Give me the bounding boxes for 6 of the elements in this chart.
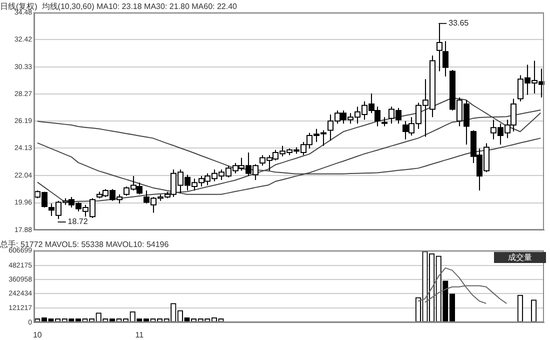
menu-button: 成交量 xyxy=(494,252,546,263)
x-tick-label: 10 xyxy=(32,330,42,340)
x-tick-label: 11 xyxy=(135,330,144,340)
chart-title: 日线(复权) 均线(10,30,60) MA10: 23.18 MA30: 21.80 MA60: 22.40 xyxy=(0,2,238,12)
annotation: 18.72 xyxy=(68,217,88,226)
annotation: 33.65 xyxy=(448,18,470,28)
